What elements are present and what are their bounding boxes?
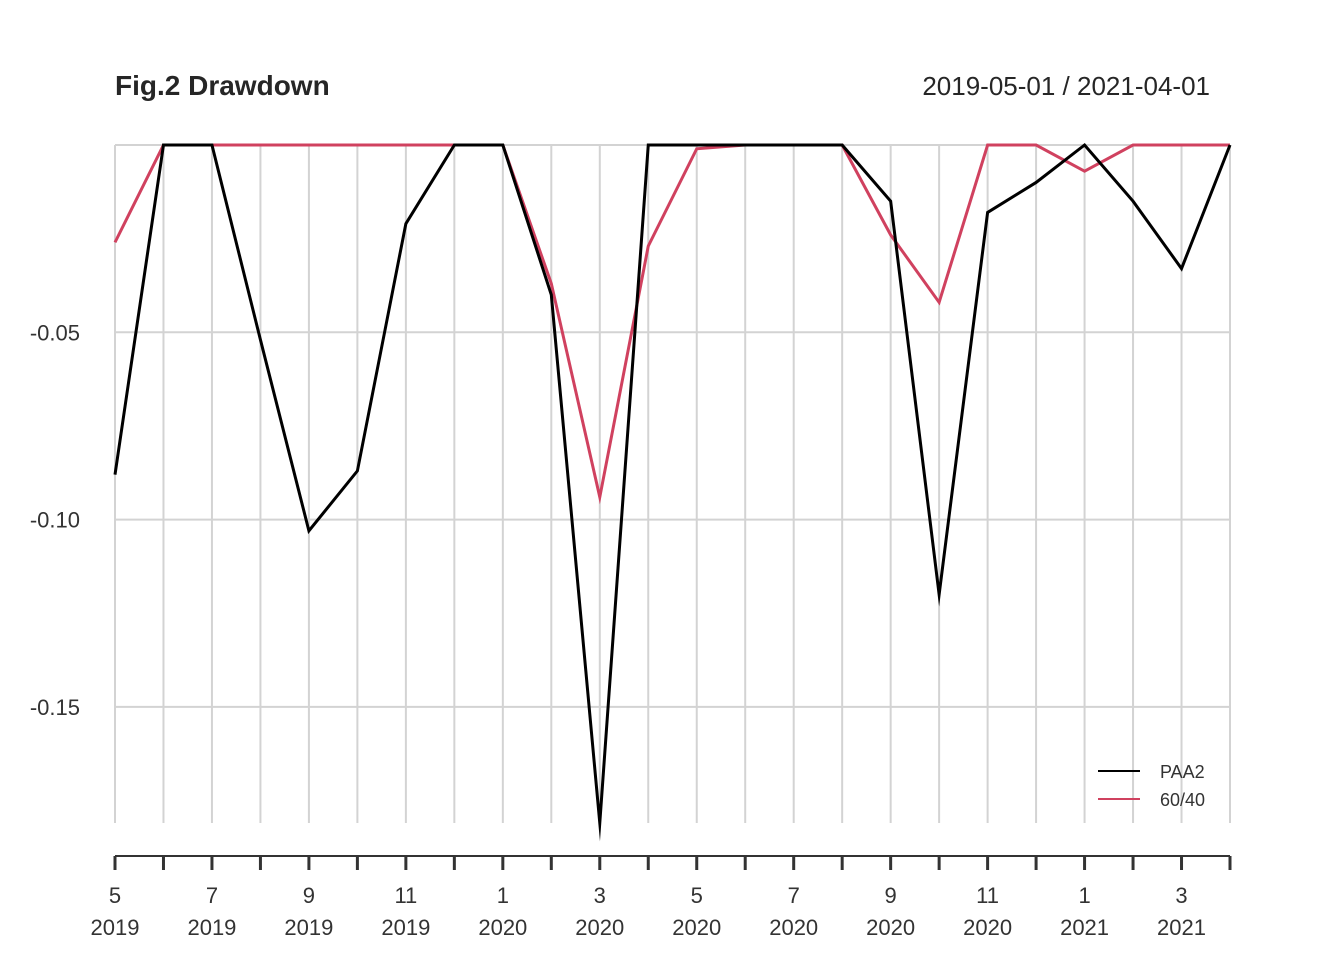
- x-tick-month: 5: [109, 883, 121, 908]
- x-tick-month: 11: [394, 883, 417, 908]
- legend-label: 60/40: [1160, 790, 1205, 810]
- x-tick-month: 5: [691, 883, 703, 908]
- chart-title: Fig.2 Drawdown: [115, 70, 330, 101]
- series-lines: [113, 142, 1232, 842]
- x-tick-month: 3: [1175, 883, 1187, 908]
- x-tick-month: 1: [497, 883, 509, 908]
- x-tick-month: 1: [1078, 883, 1090, 908]
- y-tick-label: -0.10: [30, 508, 80, 533]
- series-line-60-40: [113, 143, 1230, 505]
- grid-lines: [114, 144, 1231, 823]
- date-range-label: 2019-05-01 / 2021-04-01: [922, 71, 1210, 101]
- y-tick-label: -0.15: [30, 695, 80, 720]
- legend: PAA2 60/40: [1098, 762, 1205, 810]
- x-tick-month: 7: [206, 883, 218, 908]
- x-tick-year: 2020: [866, 915, 915, 940]
- x-tick-year: 2019: [187, 915, 236, 940]
- x-tick-month: 9: [303, 883, 315, 908]
- legend-label: PAA2: [1160, 762, 1205, 782]
- x-tick-year: 2019: [284, 915, 333, 940]
- y-tick-label: -0.05: [30, 320, 80, 345]
- x-tick-month: 7: [788, 883, 800, 908]
- x-axis: 5 2019 7 2019 9 2019 11 2019 1 2020 3 2020 5 2020 7 202…: [91, 855, 1232, 940]
- x-tick-month: 11: [976, 883, 999, 908]
- x-tick-year: 2020: [575, 915, 624, 940]
- series-line-paa2: [113, 142, 1232, 842]
- x-tick-year: 2019: [91, 915, 140, 940]
- x-tick-year: 2020: [478, 915, 527, 940]
- x-tick-year: 2021: [1157, 915, 1206, 940]
- x-tick-year: 2020: [672, 915, 721, 940]
- x-tick-month: 3: [594, 883, 606, 908]
- y-axis-labels: -0.05 -0.10 -0.15: [30, 320, 80, 720]
- x-tick-year: 2020: [769, 915, 818, 940]
- x-tick-year: 2020: [963, 915, 1012, 940]
- x-tick-year: 2021: [1060, 915, 1109, 940]
- x-tick-year: 2019: [381, 915, 430, 940]
- x-tick-month: 9: [885, 883, 897, 908]
